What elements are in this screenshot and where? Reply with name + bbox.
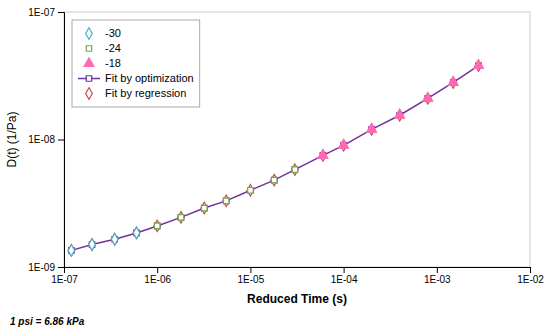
point [367,124,377,133]
legend-item: -30 [86,27,121,39]
point [201,202,208,213]
legend-item: Fit by regression [86,87,187,99]
x-tick: 1E-04 [331,267,358,285]
x-axis-title: Reduced Time (s) [247,292,347,306]
y-tick-label: 1E-08 [28,134,55,145]
point [395,110,405,119]
x-tick-mark [530,267,531,273]
point [111,234,118,245]
point [133,227,140,238]
series [318,60,483,158]
legend-item: Fit by optimization [78,72,194,84]
point [474,60,484,69]
x-tick: 1E-07 [51,267,78,285]
legend-label: -30 [105,27,121,39]
point [202,205,207,210]
point [292,167,297,172]
series [68,227,140,256]
x-tick-label: 1E-05 [238,274,265,285]
point [423,93,433,102]
point [271,177,276,182]
point [154,220,161,231]
series-line [71,66,478,251]
y-tick-mark [58,140,64,141]
point [178,212,185,223]
chart: 1E-07 1E-06 1E-05 1E-04 1E-03 1E-02 1E-09 1E-08… [0,0,554,333]
point [292,164,299,175]
x-tick-label: 1E-03 [424,274,451,285]
x-axis: 1E-07 1E-06 1E-05 1E-04 1E-03 1E-02 [51,267,544,285]
point [223,195,230,206]
chart-svg: 1E-07 1E-06 1E-05 1E-04 1E-03 1E-02 1E-09 1E-08… [0,0,554,333]
point [292,167,297,172]
point [248,187,253,192]
legend-label: Fit by optimization [105,72,194,84]
point [178,215,183,220]
legend-item: -24 [86,42,121,54]
y-tick-label: 1E-09 [28,262,55,273]
point [318,150,328,159]
series [154,167,297,229]
y-tick: 1E-07 [28,7,64,18]
point [339,140,349,149]
y-tick: 1E-08 [28,134,64,145]
legend-label: -24 [105,42,121,54]
y-tick: 1E-09 [28,262,64,273]
x-tick-label: 1E-07 [51,274,78,285]
y-tick-label: 1E-07 [28,7,55,18]
point [247,185,254,196]
y-axis-line [58,13,65,268]
point [89,239,96,250]
legend-swatch-marker [86,46,91,51]
x-tick: 1E-06 [144,267,171,285]
x-tick-label: 1E-02 [517,274,544,285]
legend: -30 -24 -18 Fit by optimization Fit by regre… [72,20,200,107]
point [202,205,207,210]
plot-area [68,60,483,256]
series [69,63,482,253]
point [111,234,118,245]
point [223,198,228,203]
legend-item: -18 [84,57,121,69]
point [154,223,159,228]
x-axis-line [65,268,531,274]
x-tick: 1E-02 [517,267,544,285]
x-tick-label: 1E-06 [144,274,171,285]
x-tick-mark [250,267,251,273]
x-tick-mark [157,267,158,273]
point [271,174,278,185]
point [89,239,96,250]
point [178,215,183,220]
y-axis: 1E-09 1E-08 1E-07 [28,7,64,273]
legend-swatch-marker [86,76,91,81]
point [133,227,140,238]
x-tick-mark [344,267,345,273]
x-tick: 1E-03 [424,267,451,285]
point [68,245,75,256]
point [448,77,458,86]
legend-swatch-marker [86,88,93,99]
legend-label: -18 [105,57,121,69]
legend-swatch-marker [86,28,93,39]
y-tick-mark [58,12,64,13]
point [68,245,75,256]
footnote: 1 psi = 6.86 kPa [10,316,85,327]
x-tick-label: 1E-04 [331,274,358,285]
series [68,60,482,256]
y-tick-mark [58,267,64,268]
plot-frame [64,12,530,267]
x-tick-mark [437,267,438,273]
x-tick: 1E-05 [238,267,265,285]
legend-box [72,20,200,107]
point [271,177,276,182]
y-axis-title: D(t) (1/Pa) [5,111,19,167]
point [223,198,228,203]
legend-swatch-marker [84,58,94,67]
point [248,187,253,192]
point [154,223,159,228]
legend-label: Fit by regression [105,87,186,99]
